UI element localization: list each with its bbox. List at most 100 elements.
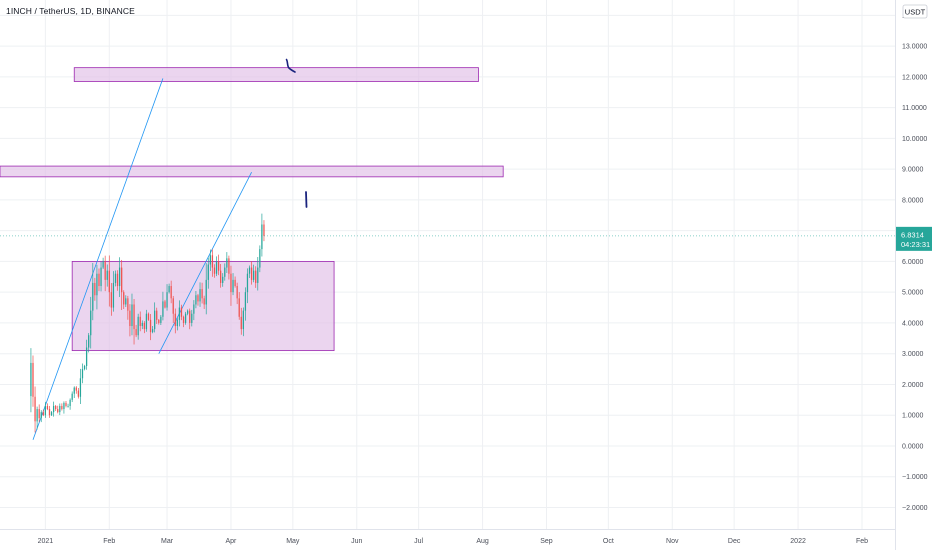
candle-body <box>213 267 216 274</box>
candle <box>57 405 59 414</box>
candle <box>131 293 133 336</box>
candle <box>232 273 234 296</box>
candle <box>52 401 55 417</box>
candle-body <box>65 402 67 406</box>
x-tick-label: 2022 <box>790 538 806 545</box>
candle <box>61 403 63 411</box>
y-tick-label: 12.0000 <box>902 74 927 81</box>
candle-body <box>110 292 112 308</box>
candle-body <box>168 286 170 293</box>
candle <box>193 300 195 321</box>
zone-rectangle[interactable] <box>0 165 504 178</box>
y-tick-label: 2.0000 <box>902 382 924 389</box>
candle-body <box>112 282 115 308</box>
exchange-label: BINANCE <box>96 6 135 16</box>
candle-body <box>207 264 209 280</box>
candle <box>67 403 69 408</box>
x-tick-label: Feb <box>103 538 115 545</box>
candle <box>182 315 185 328</box>
candle-body <box>98 273 100 287</box>
candle <box>48 406 51 418</box>
candle-body <box>236 286 238 299</box>
candle-body <box>187 310 189 314</box>
candle <box>234 276 236 288</box>
candle <box>215 256 218 277</box>
candle <box>104 255 106 292</box>
candle-body <box>178 307 181 320</box>
candle-body <box>81 369 84 379</box>
candle-body <box>172 298 174 314</box>
candle-body <box>170 286 172 299</box>
candle <box>168 283 170 294</box>
currency-badge[interactable]: USDT <box>902 4 928 19</box>
candle <box>257 257 259 291</box>
candle-body <box>135 329 137 336</box>
candle <box>203 295 205 309</box>
candle <box>207 257 209 289</box>
candle-body <box>195 295 197 305</box>
x-tick-label: Sep <box>540 538 553 545</box>
time-axis-divider <box>0 529 895 530</box>
candle-body <box>164 301 166 308</box>
x-tick-label: Feb <box>856 538 868 545</box>
x-tick-label: Jun <box>351 538 362 545</box>
candle <box>81 363 84 384</box>
candle-body <box>73 387 75 394</box>
candle-body <box>222 276 224 283</box>
candle-body <box>250 267 253 280</box>
candle <box>201 282 203 304</box>
candle <box>30 348 32 413</box>
candle <box>230 265 232 306</box>
trendline[interactable] <box>32 78 164 440</box>
candle-body <box>55 405 57 410</box>
candle <box>199 282 201 307</box>
candle-body <box>257 267 259 283</box>
candle-body <box>125 298 127 305</box>
y-tick-label: 0.0000 <box>902 443 924 450</box>
price-axis-divider <box>895 0 896 550</box>
symbol-name: 1INCH / TetherUS <box>6 6 76 16</box>
candle <box>170 280 172 304</box>
candle <box>139 311 141 332</box>
candle <box>187 309 189 316</box>
candle-body <box>114 273 117 283</box>
candle <box>189 308 191 330</box>
candle-body <box>199 289 201 302</box>
candle-body <box>38 409 40 419</box>
candle-body <box>30 362 32 397</box>
candle-body <box>85 347 88 366</box>
candle-body <box>242 310 244 330</box>
candle <box>209 249 211 271</box>
candle-body <box>96 273 98 296</box>
candle <box>50 410 53 417</box>
candle <box>147 312 150 321</box>
candle <box>213 264 216 278</box>
annotation-one-glyph <box>305 191 308 208</box>
currency-badge-label: USDT <box>905 8 926 17</box>
candle <box>250 261 253 285</box>
x-tick-label: Dec <box>728 538 741 545</box>
zone-rectangle[interactable] <box>73 67 479 82</box>
candle-body <box>158 319 160 323</box>
candle <box>160 315 162 325</box>
candle-body <box>121 267 123 293</box>
candle <box>123 290 125 309</box>
candle <box>156 307 158 324</box>
candle-body <box>71 393 73 400</box>
candle-body <box>90 310 92 336</box>
candle-body <box>40 412 42 419</box>
candle-body <box>224 267 226 277</box>
candle-body <box>133 304 135 330</box>
candle-body <box>234 279 236 287</box>
candle-body <box>180 307 183 317</box>
candle-body <box>79 378 82 397</box>
candle <box>77 387 80 399</box>
candle <box>145 309 148 332</box>
candle <box>55 404 57 411</box>
candle-body <box>32 362 34 397</box>
candle <box>226 252 228 273</box>
candle <box>32 355 34 407</box>
trendline[interactable] <box>158 172 252 354</box>
